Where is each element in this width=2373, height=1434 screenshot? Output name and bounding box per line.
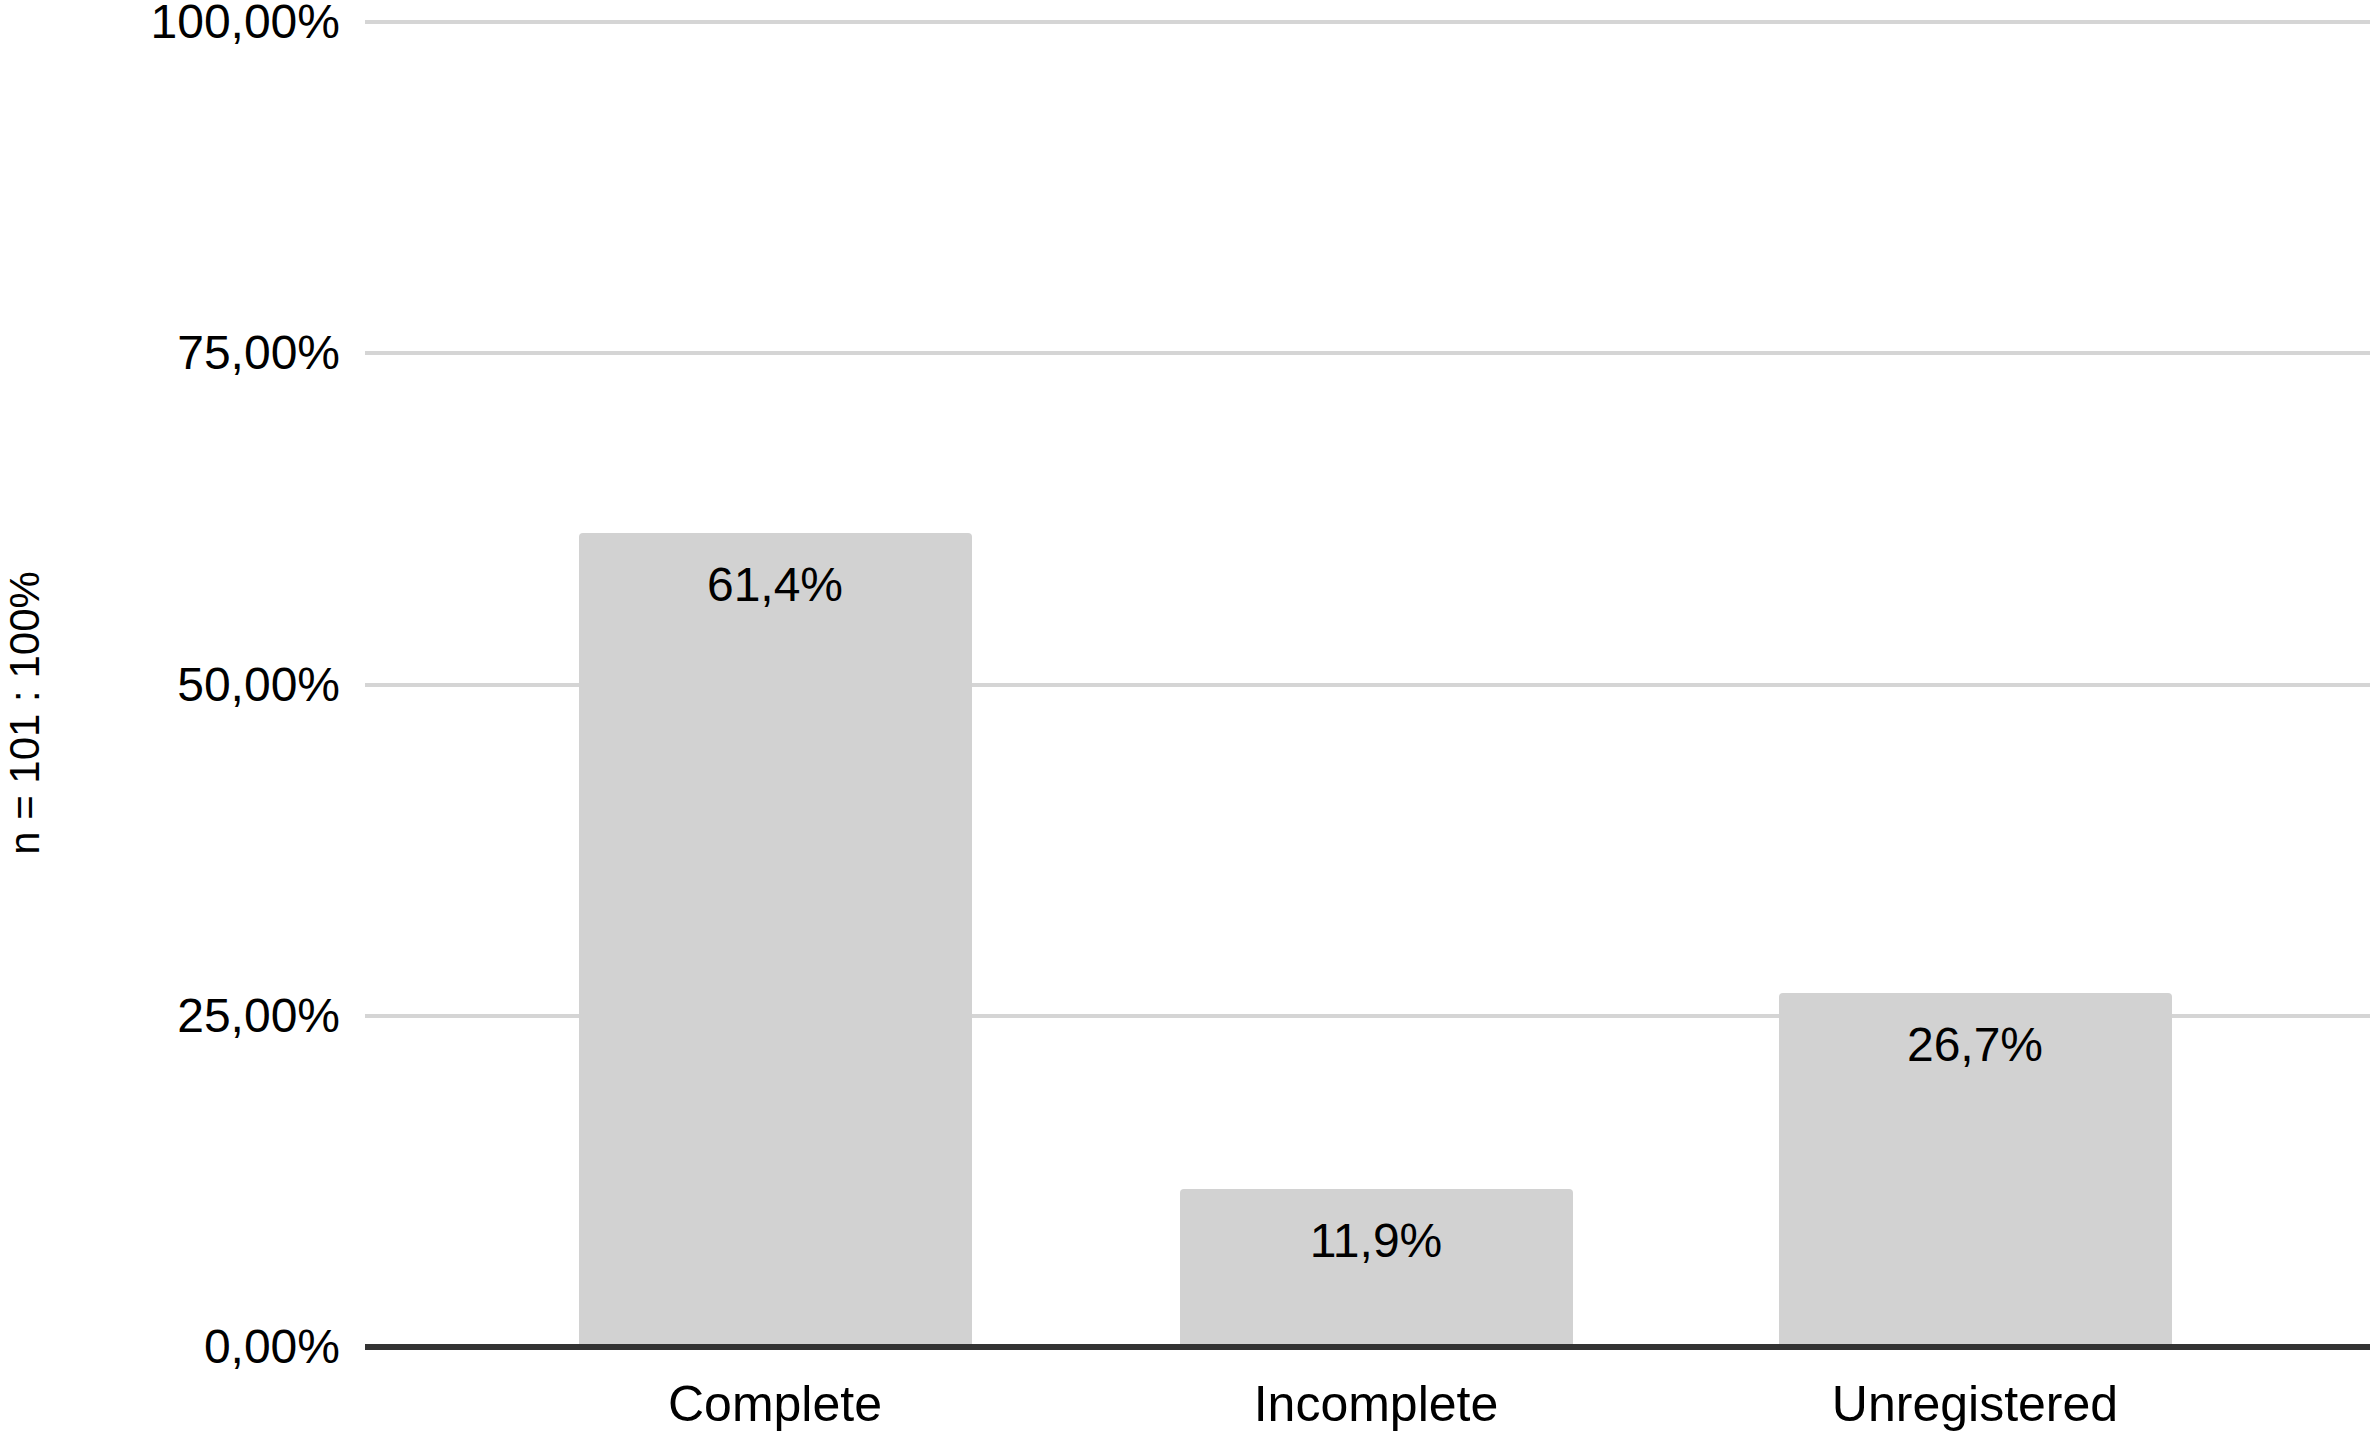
bar-unregistered: 26,7% bbox=[1779, 993, 2172, 1347]
bar-complete: 61,4% bbox=[579, 533, 972, 1347]
bar-value-label: 11,9% bbox=[1310, 1215, 1443, 1267]
bar-incomplete: 11,9% bbox=[1180, 1189, 1573, 1347]
gridline bbox=[365, 20, 2370, 24]
bar-value-label: 61,4% bbox=[707, 559, 843, 611]
y-tick-label: 75,00% bbox=[0, 329, 340, 377]
x-axis-line bbox=[365, 1344, 2370, 1350]
y-axis-title: n = 101 : 100% bbox=[1, 571, 49, 855]
x-category-label: Complete bbox=[668, 1378, 882, 1430]
y-tick-label: 50,00% bbox=[0, 661, 340, 709]
gridline bbox=[365, 351, 2370, 355]
x-category-label: Unregistered bbox=[1832, 1378, 2118, 1430]
y-tick-label: 100,00% bbox=[0, 0, 340, 46]
x-category-label: Incomplete bbox=[1254, 1378, 1499, 1430]
y-tick-label: 0,00% bbox=[0, 1323, 340, 1371]
bar-chart: n = 101 : 100% 0,00% 25,00% 50,00% 75,00% 10… bbox=[0, 0, 2373, 1434]
bar-value-label: 26,7% bbox=[1907, 1019, 2043, 1071]
y-tick-label: 25,00% bbox=[0, 992, 340, 1040]
